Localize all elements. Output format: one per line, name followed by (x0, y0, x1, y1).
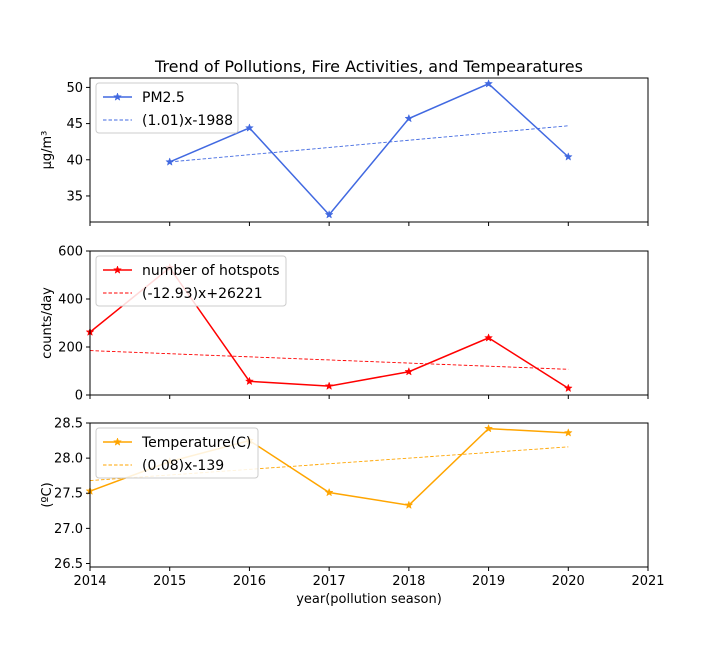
data-point-hotspots (244, 376, 254, 386)
y-axis-label: (ºC) (40, 482, 55, 507)
x-axis-label: year(pollution season) (296, 592, 442, 607)
data-point-pm25 (404, 113, 414, 123)
panel-hotspots: 0 200 400 600 counts/day number of hotspots (-… (40, 245, 649, 404)
legend-box (95, 82, 239, 134)
axes-frame (89, 250, 649, 396)
legend-box (95, 427, 259, 479)
series-line-hotspots-trend (90, 350, 569, 370)
x-tick-label: 2015 (153, 574, 186, 589)
legend-hotspots: number of hotspots (-12.93)x+26221 (95, 255, 287, 307)
axes-frame (89, 77, 649, 223)
legend-pm25: PM2.5 (1.01)x-1988 (95, 82, 239, 134)
y-tick-label: 600 (58, 245, 83, 260)
y-tick-label: 0 (75, 389, 83, 404)
x-tick-label: 2014 (73, 574, 106, 589)
y-tick-label: 45 (66, 117, 83, 132)
data-point-pm25 (484, 79, 494, 88)
panel-pm25: 35 40 45 50 µg/m³ PM2.5 (1.01)x-1988 (40, 77, 649, 226)
x-tick-label: 2018 (392, 574, 425, 589)
legend-label: number of hotspots (142, 263, 280, 279)
axes-frame (89, 422, 649, 568)
y-tick-label: 26.5 (54, 557, 83, 572)
data-point-pm25 (165, 157, 175, 166)
data-point-temperature (484, 423, 494, 433)
series-line-pm25-data (169, 82, 569, 216)
legend-temperature: Temperature(C) (0.08)x-139 (95, 427, 259, 479)
y-tick-label: 27.5 (54, 487, 83, 502)
y-tick-label: 400 (58, 293, 83, 308)
data-point-temperature (404, 500, 414, 509)
data-point-temperature (324, 487, 334, 497)
panels: 35 40 45 50 µg/m³ PM2.5 (1.01)x-1988 0 200 400 600… (40, 77, 665, 590)
legend-label: Temperature(C) (141, 435, 251, 451)
data-point-pm25 (324, 210, 334, 219)
y-tick-label: 50 (66, 81, 83, 96)
y-tick-label: 27.0 (54, 522, 83, 537)
x-tick-label: 2016 (233, 574, 266, 589)
chart-title: Trend of Pollutions, Fire Activities, an… (154, 57, 583, 76)
x-tick-label: 2017 (313, 574, 346, 589)
legend-label: PM2.5 (142, 90, 185, 106)
data-point-pm25 (244, 123, 254, 132)
y-tick-label: 35 (66, 189, 83, 204)
legend-marker (113, 437, 122, 446)
data-point-hotspots (324, 381, 334, 390)
y-tick-label: 200 (58, 341, 83, 356)
legend-box (95, 255, 287, 307)
y-tick-label: 28.0 (54, 452, 83, 467)
data-point-hotspots (404, 367, 414, 376)
legend-marker (113, 92, 122, 101)
legend-marker (113, 265, 122, 274)
x-tick-label: 2020 (552, 574, 585, 589)
panel-temperature: 26.5 27.0 27.5 28.0 28.5 2014 2015 2016 2017 2018… (40, 417, 665, 590)
y-tick-label: 28.5 (54, 417, 83, 432)
data-point-temperature (563, 428, 573, 437)
x-tick-label: 2021 (631, 574, 664, 589)
legend-label: (-12.93)x+26221 (142, 286, 263, 302)
data-point-pm25 (563, 152, 573, 161)
data-point-hotspots (563, 383, 573, 393)
series-line-pm25-trend (169, 125, 569, 163)
legend-label: (1.01)x-1988 (142, 113, 233, 129)
plot-area-pm25 (169, 82, 569, 216)
y-axis-label: µg/m³ (40, 131, 55, 170)
legend-label: (0.08)x-139 (142, 458, 224, 474)
y-tick-label: 40 (66, 153, 83, 168)
x-tick-label: 2019 (472, 574, 505, 589)
y-axis-label: counts/day (40, 287, 55, 359)
data-point-hotspots (484, 333, 494, 342)
